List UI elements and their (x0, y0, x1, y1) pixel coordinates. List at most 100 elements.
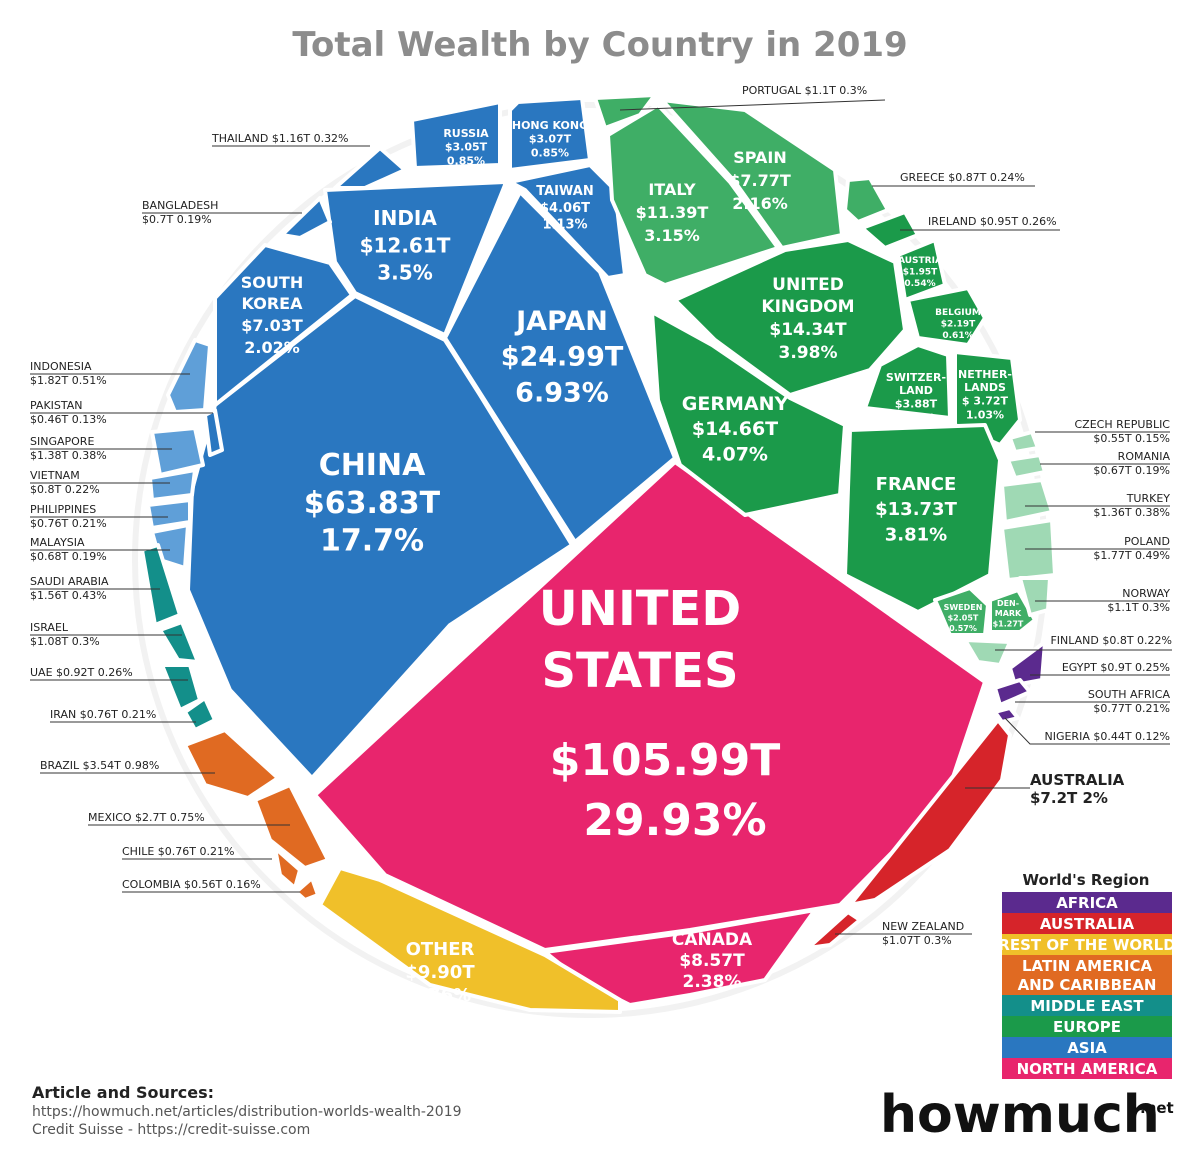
chart-title: Total Wealth by Country in 2019 (292, 25, 907, 65)
label-mexico: MEXICO $2.7T 0.75% (88, 811, 205, 824)
label-philippines: PHILIPPINES $0.76T 0.21% (30, 503, 107, 530)
label-france-share: 3.81% (885, 524, 947, 545)
label-malaysia: MALAYSIA $0.68T 0.19% (30, 536, 107, 563)
label-poland: POLAND $1.77T 0.49% (1093, 535, 1170, 562)
cell-norway (1018, 576, 1052, 617)
label-switzerland-share: 1.08% (897, 411, 935, 424)
label-italy-share: 3.15% (644, 226, 700, 245)
legend-swatch-europe (1002, 1016, 1172, 1037)
cell-poland (1000, 518, 1057, 582)
label-israel: ISRAEL $1.08T 0.3% (30, 621, 100, 648)
label-italy-value: $11.39T (636, 203, 709, 222)
cell-philippines (146, 498, 192, 530)
label-russia-name: RUSSIA (443, 127, 489, 140)
label-belgium-share: 0.61% (942, 331, 973, 341)
sources-line-1: https://howmuch.net/articles/distributio… (32, 1104, 462, 1120)
cell-saudi-arabia (140, 543, 182, 627)
label-sweden-value: $2.05T (948, 614, 979, 623)
label-spain-share: 2.16% (732, 194, 788, 213)
cells-layer (132, 93, 1057, 1018)
legend-label-rest-of-the-world: REST OF THE WORLD (998, 936, 1175, 954)
cell-other (318, 866, 622, 1014)
label-greece: GREECE $0.87T 0.24% (900, 171, 1025, 184)
label-other-share: 2.76% (409, 985, 471, 1006)
label-hong-kong-name: HONG KONG (512, 119, 588, 132)
cell-italy (606, 103, 780, 287)
cell-netherlands (953, 350, 1022, 447)
legend-swatch-australia (1002, 913, 1172, 934)
label-united-states-name: UNITED STATES (539, 581, 741, 699)
label-hong-kong-value: $3.07T (529, 133, 572, 146)
label-denmark-share: 0.35% (994, 630, 1022, 639)
label-netherlands-name: NETHER-LANDS (958, 368, 1012, 394)
label-netherlands-value: $ 3.72T (962, 395, 1009, 408)
label-united-states-share: 29.93% (583, 795, 766, 846)
cell-russia (410, 100, 502, 170)
label-new-zealand: NEW ZEALAND $1.07T 0.3% (882, 920, 964, 947)
label-nigeria: NIGERIA $0.44T 0.12% (1044, 730, 1170, 743)
label-russia-share: 0.85% (447, 154, 485, 167)
label-united-kingdom-share: 3.98% (779, 343, 838, 363)
cell-france (843, 423, 1002, 614)
brand-logo: howmuch .net (880, 1085, 1174, 1145)
label-united-states-value: $105.99T (550, 735, 780, 786)
label-canada-name: CANADA (672, 930, 753, 950)
label-turkey: TURKEY $1.36T 0.38% (1093, 492, 1170, 519)
cell-japan (443, 190, 677, 544)
cell-romania (1006, 453, 1047, 480)
legend-title: World's Region (1023, 871, 1150, 889)
cell-ireland (860, 210, 920, 250)
cell-portugal (593, 93, 657, 130)
label-finland: FINLAND $0.8T 0.22% (1050, 634, 1172, 647)
label-russia-value: $3.05T (445, 141, 488, 154)
label-portugal: PORTUGAL $1.1T 0.3% (742, 84, 867, 97)
leader-nigeria (1004, 717, 1170, 745)
leader-portugal (619, 99, 886, 111)
label-china-value: $63.83T (304, 486, 441, 521)
label-united-kingdom-name: UNITED KINGDOM (761, 275, 854, 317)
label-japan-name: JAPAN (514, 306, 608, 337)
label-egypt: EGYPT $0.9T 0.25% (1062, 661, 1170, 674)
label-japan-share: 6.93% (515, 377, 609, 408)
label-colombia: COLOMBIA $0.56T 0.16% (122, 878, 261, 891)
cell-india (323, 180, 507, 337)
brand-suffix: .net (1140, 1099, 1174, 1117)
label-brazil: BRAZIL $3.54T 0.98% (40, 759, 159, 772)
label-south-korea-name: SOUTH KOREA (241, 273, 303, 313)
cell-singapore (150, 426, 205, 477)
label-thailand: THAILAND $1.16T 0.32% (211, 132, 349, 145)
cell-pakistan (203, 408, 224, 457)
cell-vietnam (148, 468, 197, 502)
label-united-kingdom-value: $14.34T (769, 320, 847, 340)
legend-swatch-middle-east (1002, 995, 1172, 1016)
label-spain-value: $7.77T (729, 171, 791, 190)
label-other-name: OTHER (406, 939, 475, 960)
label-czech-republic: CZECH REPUBLIC $0.55T 0.15% (1075, 418, 1171, 445)
legend-label-australia: AUSTRALIA (1040, 915, 1135, 933)
legend-swatch-africa (1002, 892, 1172, 913)
legend-swatch-latin-america-and-caribbean (1002, 955, 1172, 995)
label-germany-value: $14.66T (692, 418, 778, 440)
label-singapore: SINGAPORE $1.38T 0.38% (30, 435, 107, 462)
label-germany-share: 4.07% (702, 443, 768, 465)
cell-austria (896, 238, 947, 302)
label-germany-name: GERMANY (682, 393, 789, 415)
cell-colombia (294, 876, 320, 902)
label-denmark-name: DEN-MARK (995, 599, 1022, 618)
label-france-value: $13.73T (875, 499, 957, 520)
label-vietnam: VIETNAM $0.8T 0.22% (30, 469, 100, 496)
label-switzerland-name: SWITZER-LAND (886, 371, 946, 397)
legend-label-asia: ASIA (1067, 1039, 1107, 1057)
cell-belgium (906, 286, 987, 347)
cell-hong-kong (508, 96, 592, 172)
label-ireland: IRELAND $0.95T 0.26% (928, 215, 1057, 228)
sources-block: Article and Sources: https://howmuch.net… (32, 1083, 462, 1138)
label-india-name: INDIA (373, 206, 437, 230)
cell-south-africa (993, 678, 1032, 707)
cell-switzerland (863, 343, 952, 420)
label-south-korea-value: $7.03T (241, 316, 303, 335)
label-south-korea-share: 2.02% (244, 338, 300, 357)
label-sweden-name: SWEDEN (944, 603, 983, 612)
label-canada-share: 2.38% (683, 972, 742, 992)
